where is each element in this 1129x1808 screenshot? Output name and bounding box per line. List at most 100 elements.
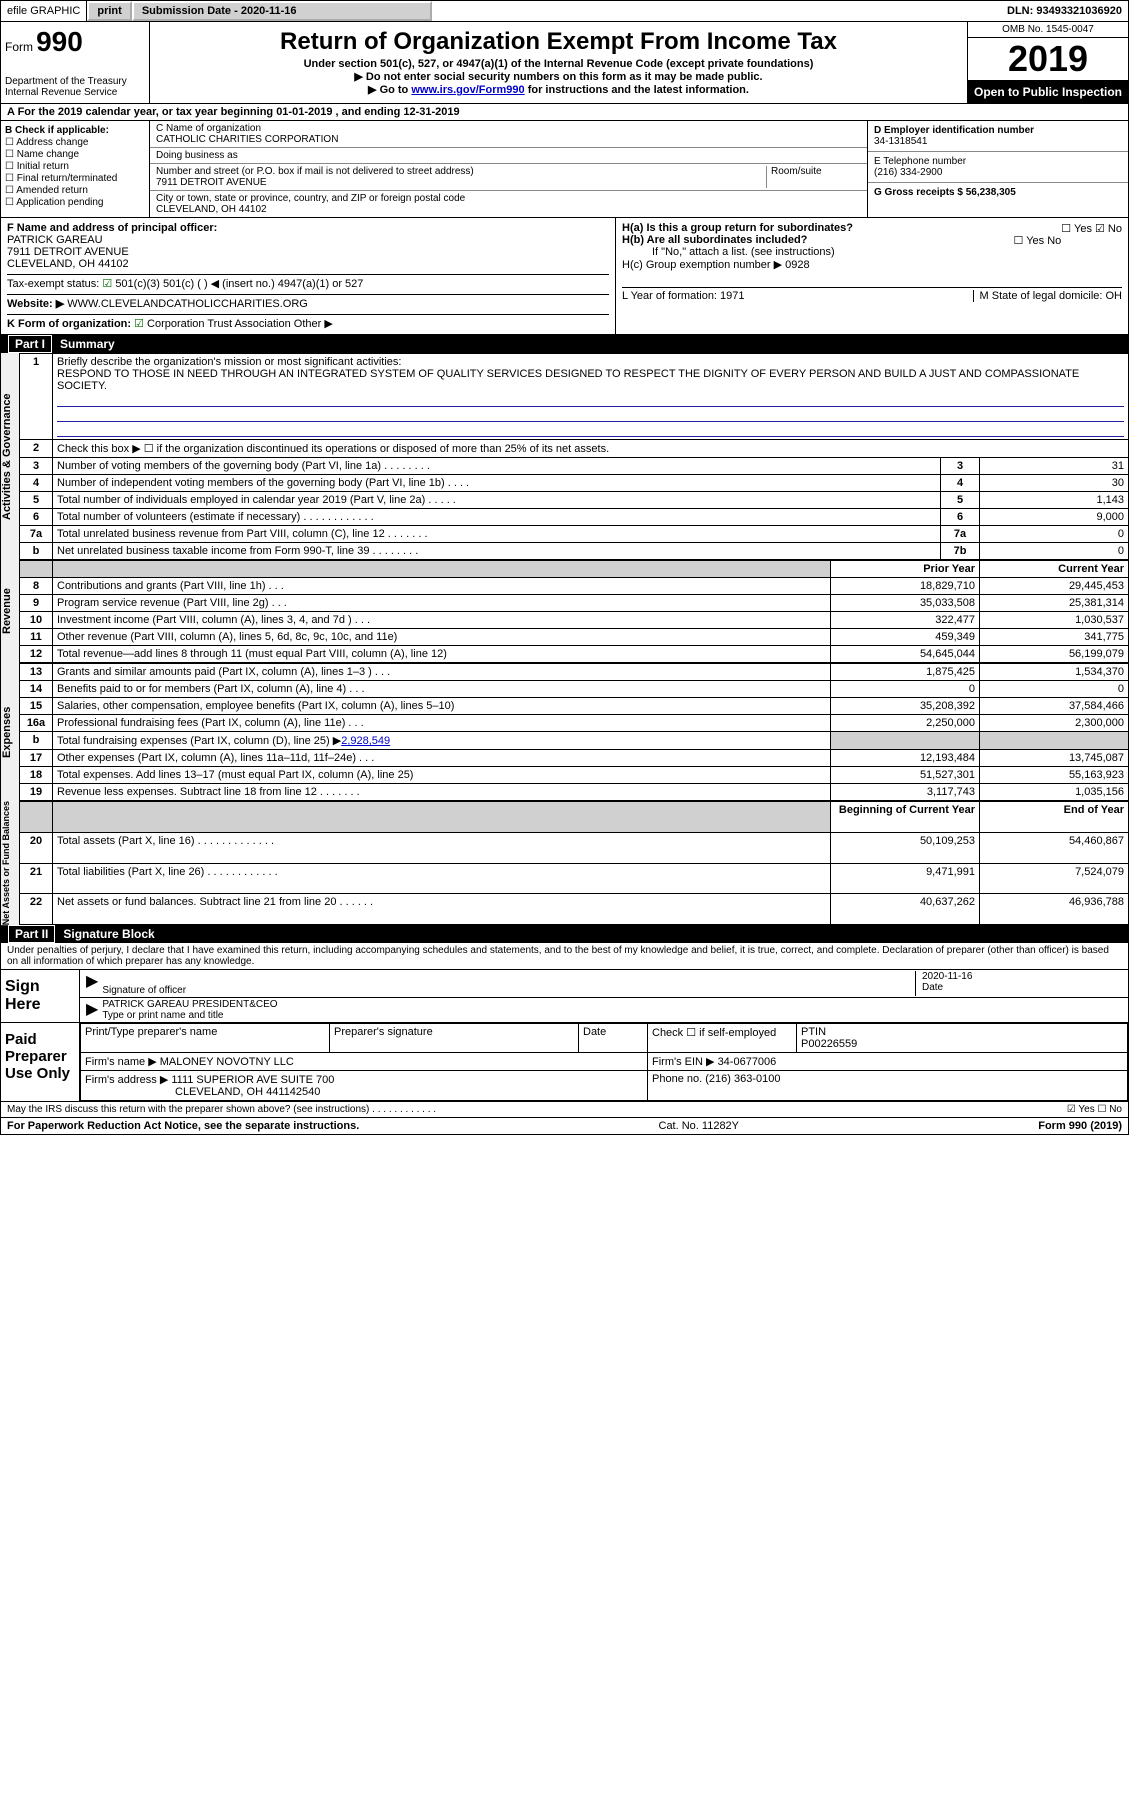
table-row: 18Total expenses. Add lines 13–17 (must … xyxy=(20,767,1129,784)
col-b-checkboxes: B Check if applicable: ☐ Address change … xyxy=(1,121,150,217)
info-lower: F Name and address of principal officer:… xyxy=(0,218,1129,335)
street: 7911 DETROIT AVENUE xyxy=(156,177,267,188)
dln-label: DLN: 93493321036920 xyxy=(1001,1,1128,21)
preparer-row-3: Firm's address ▶ 1111 SUPERIOR AVE SUITE… xyxy=(81,1071,1128,1101)
form-title: Return of Organization Exempt From Incom… xyxy=(154,28,963,56)
table-row: 20Total assets (Part X, line 16) . . . .… xyxy=(20,832,1129,863)
open-public-badge: Open to Public Inspection xyxy=(968,81,1128,103)
hc-row: H(c) Group exemption number ▶ 0928 xyxy=(622,258,1122,271)
table-row: 10Investment income (Part VIII, column (… xyxy=(20,612,1129,629)
chk-final-return[interactable]: ☐ Final return/terminated xyxy=(5,173,145,184)
table-row: 21Total liabilities (Part X, line 26) . … xyxy=(20,863,1129,894)
city-cell: City or town, state or province, country… xyxy=(150,191,867,217)
table-row: 7aTotal unrelated business revenue from … xyxy=(20,526,1129,543)
sig-date: 2020-11-16 xyxy=(922,971,972,982)
col-de: D Employer identification number 34-1318… xyxy=(867,121,1128,217)
ein-cell: D Employer identification number 34-1318… xyxy=(868,121,1128,152)
print-button[interactable]: print xyxy=(87,1,131,21)
arrow-icon xyxy=(86,999,102,1021)
firm-addr1: 1111 SUPERIOR AVE SUITE 700 xyxy=(171,1074,334,1086)
activities-governance-section: Activities & Governance 1 Briefly descri… xyxy=(0,353,1129,560)
form-number: 990 xyxy=(36,26,83,57)
part1-header: Part ISummary xyxy=(0,335,1129,353)
table-row: 16aProfessional fundraising fees (Part I… xyxy=(20,715,1129,732)
mission-text: RESPOND TO THOSE IN NEED THROUGH AN INTE… xyxy=(57,368,1079,392)
org-name-cell: C Name of organization CATHOLIC CHARITIE… xyxy=(150,121,867,148)
discuss-answer: ☑ Yes ☐ No xyxy=(1067,1104,1122,1115)
table-row: bTotal fundraising expenses (Part IX, co… xyxy=(20,732,1129,750)
table-row: 11Other revenue (Part VIII, column (A), … xyxy=(20,629,1129,646)
header-mid: Return of Organization Exempt From Incom… xyxy=(150,22,967,103)
tax-year: 2019 xyxy=(968,38,1128,81)
table-row: 14Benefits paid to or for members (Part … xyxy=(20,681,1129,698)
part2-header: Part IISignature Block xyxy=(0,925,1129,943)
efile-label: efile GRAPHIC xyxy=(1,1,87,21)
ptin: P00226559 xyxy=(801,1038,857,1050)
footer-cat: Cat. No. 11282Y xyxy=(659,1120,740,1132)
officer-block: F Name and address of principal officer:… xyxy=(7,222,609,270)
chk-corporation[interactable] xyxy=(134,318,147,330)
top-bar: efile GRAPHIC print Submission Date - 20… xyxy=(0,0,1129,22)
table-row: bNet unrelated business taxable income f… xyxy=(20,543,1129,560)
form-org-row: K Form of organization: Corporation Trus… xyxy=(7,314,609,330)
entity-info: B Check if applicable: ☐ Address change … xyxy=(0,121,1129,218)
table-row: 17Other expenses (Part IX, column (A), l… xyxy=(20,750,1129,767)
year-formation: L Year of formation: 1971 xyxy=(622,290,973,302)
table-row: 22Net assets or fund balances. Subtract … xyxy=(20,894,1129,925)
preparer-row-2: Firm's name ▶ MALONEY NOVOTNY LLC Firm's… xyxy=(81,1053,1128,1071)
irs-link[interactable]: www.irs.gov/Form990 xyxy=(411,84,524,96)
street-cell: Number and street (or P.O. box if mail i… xyxy=(150,164,867,191)
perjury-declaration: Under penalties of perjury, I declare th… xyxy=(1,943,1128,969)
table-row: 19Revenue less expenses. Subtract line 1… xyxy=(20,784,1129,801)
firm-name: MALONEY NOVOTNY LLC xyxy=(160,1056,294,1068)
officer-name-title: PATRICK GAREAU PRESIDENT&CEO xyxy=(102,999,277,1010)
table-row: 6Total number of volunteers (estimate if… xyxy=(20,509,1129,526)
table-row: 12Total revenue—add lines 8 through 11 (… xyxy=(20,646,1129,663)
row-a-period: A For the 2019 calendar year, or tax yea… xyxy=(0,104,1129,121)
ha-row: H(a) Is this a group return for subordin… xyxy=(622,222,1122,234)
rev-header-row: Prior Year Current Year xyxy=(20,561,1129,578)
form-header: Form 990 Department of the Treasury Inte… xyxy=(0,22,1129,104)
dba-cell: Doing business as xyxy=(150,148,867,164)
table-row: 4Number of independent voting members of… xyxy=(20,475,1129,492)
firm-addr2: CLEVELAND, OH 441142540 xyxy=(85,1086,320,1098)
paid-preparer-label: Paid Preparer Use Only xyxy=(1,1023,80,1101)
line-1: 1 Briefly describe the organization's mi… xyxy=(20,354,1129,440)
table-row: 5Total number of individuals employed in… xyxy=(20,492,1129,509)
sign-here-label: Sign Here xyxy=(1,970,80,1022)
subtitle-2: Do not enter social security numbers on … xyxy=(154,70,963,83)
phone-cell: E Telephone number (216) 334-2900 xyxy=(868,152,1128,183)
website-row: Website: ▶ WWW.CLEVELANDCATHOLICCHARITIE… xyxy=(7,294,609,310)
form-word: Form xyxy=(5,40,33,54)
state-domicile: M State of legal domicile: OH xyxy=(973,290,1122,302)
line-2: 2 Check this box ▶ ☐ if the organization… xyxy=(20,440,1129,458)
firm-phone: (216) 363-0100 xyxy=(705,1073,780,1085)
preparer-row-1: Print/Type preparer's name Preparer's si… xyxy=(81,1024,1128,1053)
chk-name-change[interactable]: ☐ Name change xyxy=(5,149,145,160)
net-assets-section: Net Assets or Fund Balances Beginning of… xyxy=(0,801,1129,925)
city: CLEVELAND, OH 44102 xyxy=(156,204,267,215)
page-footer: For Paperwork Reduction Act Notice, see … xyxy=(0,1118,1129,1135)
subtitle-1: Under section 501(c), 527, or 4947(a)(1)… xyxy=(154,58,963,70)
col-c: C Name of organization CATHOLIC CHARITIE… xyxy=(150,121,867,217)
gross-receipts: G Gross receipts $ 56,238,305 xyxy=(868,183,1128,202)
dept-label: Department of the Treasury xyxy=(5,76,145,87)
chk-pending[interactable]: ☐ Application pending xyxy=(5,197,145,208)
website: WWW.CLEVELANDCATHOLICCHARITIES.ORG xyxy=(67,298,308,310)
table-row: 8Contributions and grants (Part VIII, li… xyxy=(20,578,1129,595)
revenue-section: Revenue Prior Year Current Year 8Contrib… xyxy=(0,560,1129,663)
table-row: 15Salaries, other compensation, employee… xyxy=(20,698,1129,715)
firm-ein: 34-0677006 xyxy=(718,1056,777,1068)
chk-address-change[interactable]: ☐ Address change xyxy=(5,137,145,148)
footer-right: Form 990 (2019) xyxy=(1038,1120,1122,1132)
org-name: CATHOLIC CHARITIES CORPORATION xyxy=(156,134,338,145)
table-row: 13Grants and similar amounts paid (Part … xyxy=(20,664,1129,681)
table-row: 9Program service revenue (Part VIII, lin… xyxy=(20,595,1129,612)
chk-amended[interactable]: ☐ Amended return xyxy=(5,185,145,196)
hb-row: H(b) Are all subordinates included? ☐ Ye… xyxy=(622,234,1122,246)
chk-initial-return[interactable]: ☐ Initial return xyxy=(5,161,145,172)
telephone: (216) 334-2900 xyxy=(874,167,942,178)
submission-date-button[interactable]: Submission Date - 2020-11-16 xyxy=(132,1,432,21)
chk-501c3[interactable] xyxy=(102,278,115,290)
tax-status-row: Tax-exempt status: 501(c)(3) 501(c) ( ) … xyxy=(7,274,609,290)
